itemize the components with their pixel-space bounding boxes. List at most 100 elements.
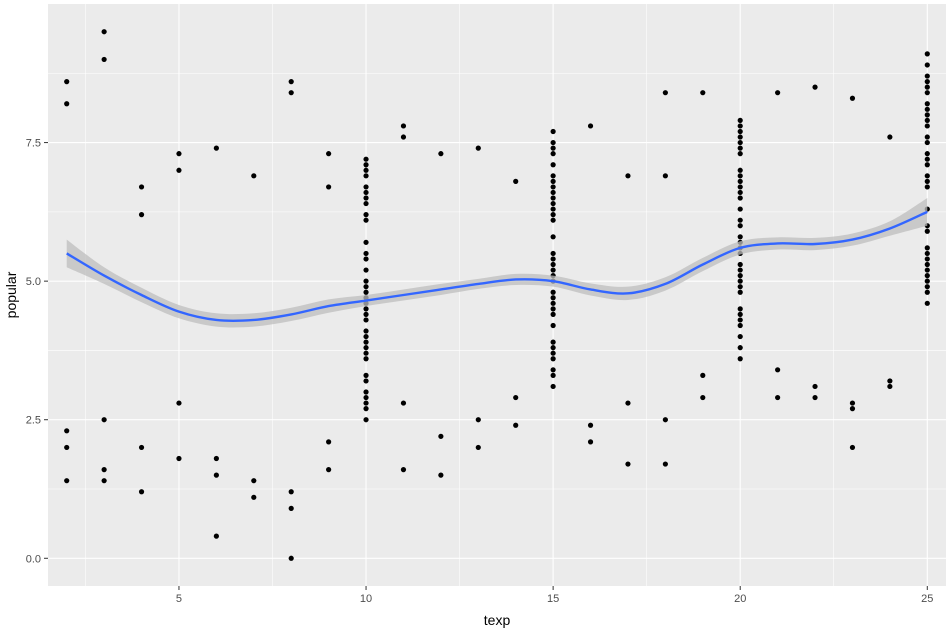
data-point	[475, 417, 481, 423]
data-point	[64, 79, 70, 85]
data-point	[400, 123, 407, 129]
data-point	[737, 333, 743, 340]
data-point	[288, 555, 294, 561]
data-point	[363, 406, 369, 412]
data-point	[924, 51, 930, 57]
data-point	[737, 345, 743, 351]
data-point	[924, 278, 930, 284]
data-point	[887, 134, 893, 140]
data-point	[438, 472, 444, 478]
data-point	[924, 300, 930, 306]
data-point	[550, 322, 556, 329]
data-point	[550, 234, 556, 240]
data-point	[587, 123, 594, 129]
data-point	[550, 173, 556, 179]
data-point	[550, 200, 556, 207]
data-point	[550, 311, 556, 317]
data-point	[737, 322, 743, 329]
x-tick-label: 10	[360, 593, 372, 605]
data-point	[924, 228, 930, 234]
data-point	[924, 151, 930, 157]
data-point	[550, 189, 556, 196]
x-tick-label: 15	[547, 593, 559, 605]
data-point	[400, 400, 407, 406]
data-point	[363, 267, 369, 273]
data-point	[924, 245, 930, 251]
data-point	[550, 261, 556, 268]
data-point	[475, 145, 481, 151]
data-point	[737, 306, 743, 312]
x-tick-label: 5	[176, 593, 182, 605]
data-point	[213, 472, 219, 478]
data-point	[288, 90, 294, 96]
data-point	[513, 178, 519, 184]
data-point	[550, 195, 556, 201]
data-point	[737, 234, 743, 240]
data-point	[363, 394, 369, 401]
data-point	[288, 505, 294, 511]
data-point	[326, 439, 332, 445]
data-point	[363, 339, 369, 345]
axis-ticks	[44, 142, 928, 590]
data-point	[849, 444, 856, 451]
data-point	[363, 200, 369, 207]
data-point	[550, 256, 556, 262]
data-point	[849, 406, 856, 412]
smooth-line	[66, 210, 928, 323]
data-point	[138, 489, 145, 495]
data-point	[363, 212, 369, 218]
data-point	[737, 273, 743, 279]
y-tick-label: 7.5	[26, 138, 41, 150]
data-point	[662, 417, 668, 423]
data-point	[924, 273, 930, 279]
data-point	[737, 217, 743, 223]
data-point	[737, 123, 743, 129]
data-point	[924, 117, 930, 123]
data-point	[775, 394, 781, 401]
data-point	[924, 134, 930, 140]
data-point	[700, 90, 706, 96]
data-point	[363, 417, 369, 423]
data-point	[363, 195, 369, 201]
data-point	[737, 167, 743, 173]
data-point	[662, 90, 668, 96]
x-tick-label: 20	[734, 593, 746, 605]
data-point	[326, 467, 332, 473]
data-point	[550, 212, 556, 218]
data-point	[138, 184, 145, 190]
data-point	[363, 328, 369, 334]
data-point	[587, 439, 594, 445]
data-point	[176, 455, 182, 462]
data-point	[924, 62, 930, 68]
data-point	[737, 284, 743, 290]
data-point	[737, 134, 743, 140]
data-point	[213, 455, 219, 462]
data-point	[700, 372, 706, 378]
x-axis-title: texp	[484, 612, 511, 628]
data-point	[101, 56, 107, 63]
data-point	[550, 289, 556, 295]
data-point	[550, 206, 556, 212]
data-point	[625, 461, 631, 467]
data-point	[550, 339, 556, 345]
data-point	[737, 289, 743, 295]
data-point	[363, 184, 369, 190]
data-point	[64, 101, 70, 107]
data-point	[213, 145, 219, 151]
data-point	[363, 156, 369, 162]
data-point	[550, 300, 556, 306]
data-point	[924, 79, 930, 85]
data-point	[887, 378, 893, 384]
data-point	[326, 151, 332, 157]
data-point	[363, 239, 369, 245]
data-point	[737, 278, 743, 284]
data-point	[924, 261, 930, 268]
data-point	[438, 433, 444, 439]
smooth-fit	[66, 198, 928, 328]
data-point	[326, 184, 332, 190]
data-point	[550, 356, 556, 362]
data-point	[924, 250, 930, 257]
data-point	[737, 261, 743, 268]
data-point	[924, 289, 930, 295]
data-point	[400, 467, 407, 473]
